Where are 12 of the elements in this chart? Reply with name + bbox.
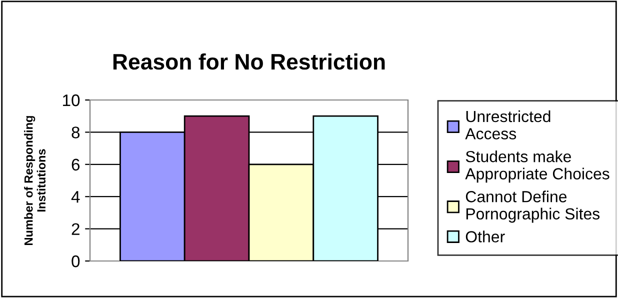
legend-label: Cannot Define Pornographic Sites — [466, 190, 600, 223]
legend-label: Students make Appropriate Choices — [465, 150, 610, 183]
y-tick-label: 0 — [72, 255, 80, 268]
legend-label: Other — [466, 230, 505, 242]
y-axis-title: Number of Responding Institutions — [24, 116, 46, 245]
y-tick-label: 2 — [72, 223, 80, 235]
y-tick-label: 6 — [72, 158, 80, 171]
y-tick-label: 4 — [71, 191, 80, 203]
y-tick-label: 8 — [72, 126, 80, 138]
chart-title: Reason for No Restriction — [113, 53, 385, 70]
legend-label: Unrestricted Access — [465, 110, 550, 140]
y-tick-label: 10 — [63, 94, 80, 106]
